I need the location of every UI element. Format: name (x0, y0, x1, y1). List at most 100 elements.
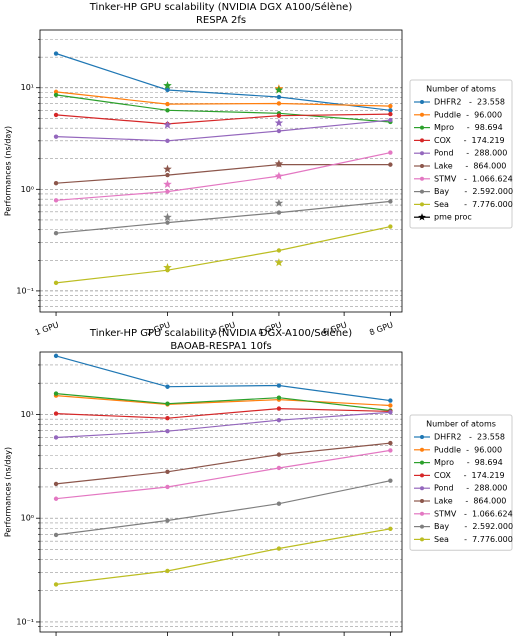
legend-label: STMV - 1.066.624 (434, 509, 513, 518)
point (388, 448, 393, 453)
point (53, 582, 59, 587)
point (165, 189, 170, 194)
series-line (55, 395, 391, 407)
point (276, 210, 282, 215)
legend-marker (420, 447, 424, 452)
plot-frame (39, 29, 403, 313)
legend-label: Puddle - 96.000 (434, 445, 502, 454)
legend-marker (420, 100, 424, 104)
legend-marker (420, 138, 424, 143)
point (165, 101, 170, 107)
legend-label: pme proc (434, 213, 472, 222)
point (276, 248, 282, 253)
point (388, 111, 393, 117)
legend-title: Number of atoms (426, 420, 496, 429)
point (165, 568, 170, 574)
legend-marker (420, 435, 424, 439)
point (276, 94, 282, 100)
point (53, 112, 59, 118)
series-line (55, 164, 391, 184)
legend-marker (420, 189, 424, 194)
series-line (55, 113, 391, 125)
pme-star (163, 120, 172, 129)
series-line (55, 407, 391, 419)
point (53, 435, 59, 440)
pme-star (274, 198, 284, 207)
point (276, 418, 282, 423)
y-tick-label: 10¹ (21, 83, 34, 92)
legend-marker (420, 499, 424, 503)
point (53, 353, 59, 359)
series-line (55, 442, 391, 485)
series-line (55, 52, 391, 111)
series-line (55, 119, 391, 142)
legend-label: Mpro - 98.694 (434, 458, 503, 467)
legend-label: Bay - 2.592.000 (434, 187, 513, 196)
plot-frame (39, 351, 403, 633)
y-axis-label: Performances (ns/day) (4, 447, 13, 537)
series-line (55, 393, 391, 412)
series-line (55, 152, 391, 201)
point (165, 469, 170, 475)
legend-label: STMV - 1.066.624 (434, 174, 513, 183)
pme-star (163, 263, 172, 272)
point (276, 452, 282, 457)
point (388, 199, 393, 204)
point (165, 87, 170, 93)
y-tick-label: 10⁰ (21, 514, 34, 523)
legend-marker (420, 486, 424, 491)
x-tick-label: 1 GPU (34, 320, 60, 337)
point (388, 224, 393, 229)
series-line (55, 200, 391, 234)
point (276, 383, 282, 388)
point (388, 410, 393, 415)
legend-label: Lake - 864.000 (434, 162, 506, 171)
legend-label: Sea - 7.776.000 (434, 200, 513, 209)
legend-marker (420, 511, 424, 516)
point (276, 395, 282, 400)
legend-label: Bay - 2.592.000 (434, 522, 513, 531)
legend-label: Mpro - 98.694 (434, 123, 503, 132)
point (388, 398, 393, 403)
legend-marker (420, 202, 424, 207)
point (388, 162, 393, 167)
legend-label: Lake - 864.000 (434, 497, 506, 506)
legend-marker (420, 112, 424, 117)
legend-label: COX - 174.219 (434, 471, 505, 480)
point (276, 501, 282, 506)
y-tick-label: 10⁻¹ (16, 286, 34, 295)
point (388, 117, 393, 123)
point (388, 478, 393, 483)
point (276, 465, 282, 471)
legend-marker (420, 176, 424, 181)
point (53, 411, 59, 416)
pme-star (274, 258, 284, 267)
point (276, 128, 282, 134)
legend-marker (420, 164, 424, 168)
legend-star (418, 213, 426, 221)
y-tick-label: 10¹ (21, 410, 34, 419)
y-tick-label: 10⁻¹ (16, 617, 34, 626)
point (388, 108, 393, 113)
point (165, 220, 170, 225)
legend-label: DHFR2 - 23.558 (434, 433, 505, 442)
chart-title: Tinker-HP GPU scalability (NVIDIA DGX-A1… (89, 327, 352, 339)
legend-marker (420, 125, 424, 130)
point (53, 180, 59, 186)
point (388, 440, 393, 446)
series-line (55, 411, 391, 439)
pme-star (274, 118, 284, 127)
point (388, 526, 393, 532)
legend-marker (420, 151, 424, 156)
chart-subtitle: RESPA 2fs (196, 15, 246, 26)
point (53, 481, 59, 487)
legend-label: Sea - 7.776.000 (434, 535, 513, 544)
point (276, 406, 282, 411)
x-tick-label: 8 GPU (368, 320, 394, 337)
legend-label: COX - 174.219 (434, 136, 505, 145)
chart-title: Tinker-HP GPU scalability (NVIDIA DGX A1… (89, 1, 353, 13)
point (165, 484, 170, 490)
point (165, 384, 170, 389)
